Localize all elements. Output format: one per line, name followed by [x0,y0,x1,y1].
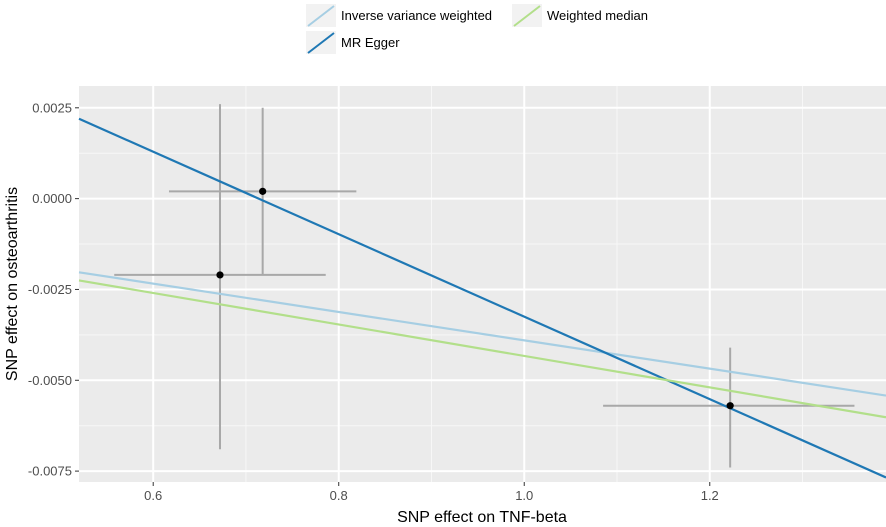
ivw-line [78,271,886,397]
weighted-median-line [78,279,886,419]
x-axis: 0.6 0.8 1.0 1.2 [144,482,719,503]
plot-panel [79,86,886,482]
legend-line-egger [307,32,335,54]
y-axis: 0.0025 0.0000 -0.0025 -0.0050 -0.0075 [28,100,79,479]
y-tick-label: 0.0025 [32,100,72,115]
legend-label-egger: MR Egger [341,35,400,50]
x-tick-label: 0.8 [330,488,348,503]
x-tick-label: 1.0 [515,488,533,503]
legend-label-ivw: Inverse variance weighted [341,8,492,23]
snp-point [726,402,734,410]
y-tick-label: -0.0050 [28,373,72,388]
y-tick-label: -0.0025 [28,282,72,297]
fit-lines [78,117,886,479]
legend-label-wm: Weighted median [547,8,648,23]
x-tick-label: 0.6 [144,488,162,503]
legend-line-ivw [307,5,335,27]
mr-egger-line [78,117,886,479]
y-tick-label: -0.0075 [28,464,72,479]
x-axis-title: SNP effect on TNF-beta [397,509,567,526]
data-points [216,187,734,410]
y-axis-title: SNP effect on osteoarthritis [4,187,21,381]
legend: Inverse variance weighted MR Egger Weigh… [306,4,648,54]
legend-line-wm [513,5,541,27]
y-tick-label: 0.0000 [32,191,72,206]
x-tick-label: 1.2 [701,488,719,503]
snp-point [216,271,224,279]
snp-point [259,187,267,195]
